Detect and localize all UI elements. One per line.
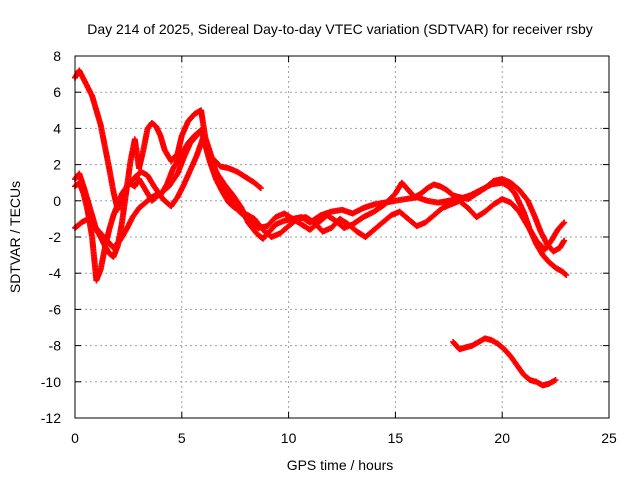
x-tick-label: 15 <box>388 430 404 446</box>
y-tick-label: -10 <box>41 374 61 390</box>
data-point <box>256 184 263 191</box>
y-tick-label: -12 <box>41 410 61 426</box>
y-tick-label: 0 <box>53 193 61 209</box>
y-tick-label: 8 <box>53 48 61 64</box>
plot-frame <box>74 55 610 419</box>
y-tick-label: 2 <box>53 157 61 173</box>
x-tick-label: 5 <box>178 430 186 446</box>
x-tick-label: 20 <box>494 430 510 446</box>
data-point <box>552 376 559 383</box>
y-tick-label: -6 <box>49 301 62 317</box>
data-points <box>72 67 570 389</box>
x-tick-label: 10 <box>281 430 297 446</box>
y-tick-label: 4 <box>53 120 61 136</box>
data-point <box>563 272 570 279</box>
x-axis-label: GPS time / hours <box>287 457 394 473</box>
grid <box>75 56 609 418</box>
x-tick-label: 0 <box>71 430 79 446</box>
axis-ticks: 0 5 10 15 20 25 -12 -10 -8 -6 -4 -2 0 2 4 6 8 <box>41 48 617 446</box>
data-point <box>257 185 264 192</box>
y-tick-label: -4 <box>49 265 62 281</box>
y-tick-label: 6 <box>53 84 61 100</box>
y-tick-label: -8 <box>49 338 62 354</box>
data-point <box>561 237 568 244</box>
series-track-4 <box>72 134 568 253</box>
data-point <box>561 219 568 226</box>
data-point <box>560 220 567 227</box>
data-point <box>562 271 569 278</box>
x-tick-label: 25 <box>601 430 617 446</box>
y-tick-label: -2 <box>49 229 62 245</box>
y-axis-label: SDTVAR / TECUs <box>7 181 23 293</box>
chart-title: Day 214 of 2025, Sidereal Day-to-day VTE… <box>87 21 593 37</box>
series-track-5 <box>450 335 559 389</box>
